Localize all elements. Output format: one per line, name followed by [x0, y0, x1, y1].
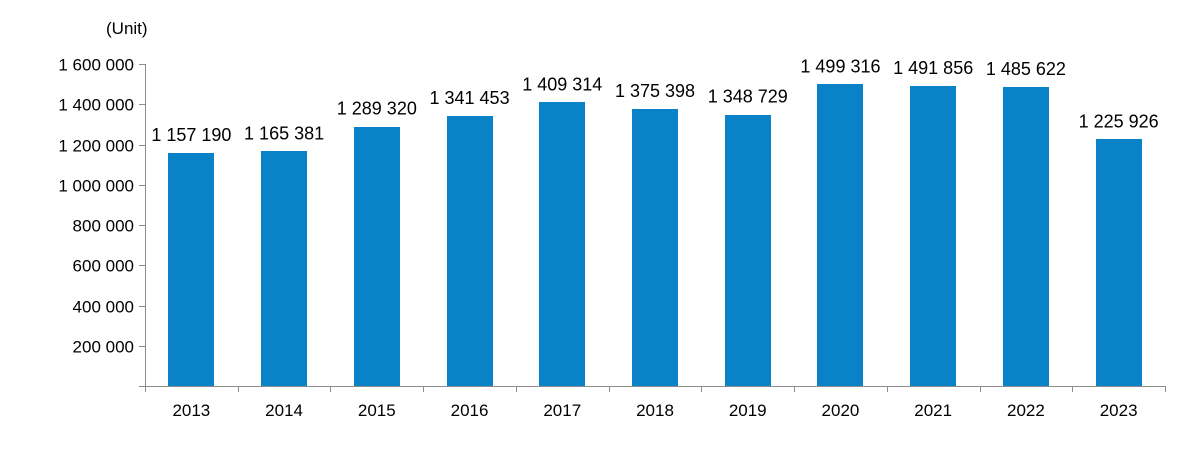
bar-value-label: 1 485 622	[986, 59, 1066, 79]
y-tick-label: 800 000	[73, 217, 134, 236]
bar-2021	[910, 86, 956, 386]
x-category-label: 2023	[1100, 401, 1138, 420]
bar-value-label: 1 491 856	[893, 58, 973, 78]
bar-value-label: 1 289 320	[337, 99, 417, 119]
x-category-label: 2022	[1007, 401, 1045, 420]
bar-value-label: 1 348 729	[708, 87, 788, 107]
bar-2016	[447, 116, 493, 386]
x-category-label: 2018	[636, 401, 674, 420]
bar-2018	[632, 109, 678, 386]
bar-2022	[1003, 87, 1049, 386]
y-tick-label: 1 600 000	[58, 56, 134, 75]
bar-series	[168, 84, 1142, 386]
x-category-label: 2017	[543, 401, 581, 420]
bar-2013	[168, 153, 214, 386]
y-axis-ticks: 200 000 400 000 600 000 800 000 1 000 000 1 2…	[58, 56, 145, 387]
y-tick-label: 1 000 000	[58, 177, 134, 196]
x-category-label: 2015	[358, 401, 396, 420]
x-category-label: 2020	[822, 401, 860, 420]
x-category-label: 2016	[451, 401, 489, 420]
bar-value-label: 1 409 314	[522, 74, 602, 94]
bar-2019	[725, 115, 771, 386]
bar-value-label: 1 375 398	[615, 81, 695, 101]
bar-2017	[539, 102, 585, 386]
data-labels: 1 157 190 1 165 381 1 289 320 1 341 453 1 40…	[151, 56, 1158, 145]
x-category-label: 2014	[265, 401, 303, 420]
x-category-label: 2013	[172, 401, 210, 420]
y-tick-label: 1 400 000	[58, 96, 134, 115]
bar-2020	[817, 84, 863, 386]
y-tick-label: 200 000	[73, 338, 134, 357]
y-tick-label: 400 000	[73, 298, 134, 317]
bar-value-label: 1 225 926	[1079, 111, 1159, 131]
y-tick-label: 600 000	[73, 257, 134, 276]
x-axis: 2013 2014 2015 2016 2017 2018 2019 2020 2021 2022…	[145, 386, 1166, 420]
x-category-label: 2019	[729, 401, 767, 420]
bar-2014	[261, 151, 307, 386]
x-category-label: 2021	[914, 401, 952, 420]
bar-2015	[354, 127, 400, 386]
bar-value-label: 1 157 190	[151, 125, 231, 145]
bar-value-label: 1 499 316	[800, 56, 880, 76]
bar-2023	[1096, 139, 1142, 386]
y-axis-unit-label: (Unit)	[106, 19, 148, 38]
bar-value-label: 1 165 381	[244, 123, 324, 143]
y-tick-label: 1 200 000	[58, 137, 134, 156]
bar-value-label: 1 341 453	[430, 88, 510, 108]
